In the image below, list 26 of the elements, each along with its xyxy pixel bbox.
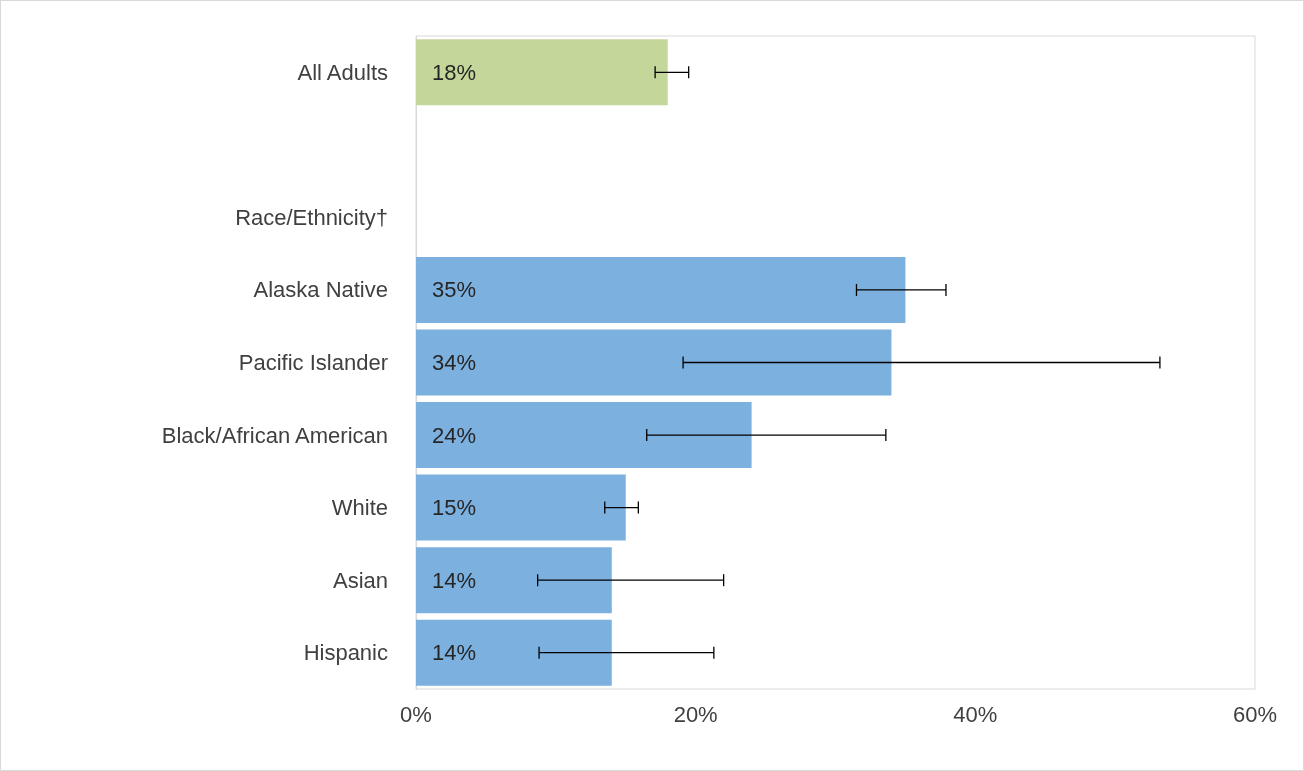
y-tick-label: Hispanic bbox=[303, 640, 388, 666]
bar bbox=[416, 39, 668, 106]
bar bbox=[416, 547, 612, 614]
y-tick-label: Asian bbox=[332, 567, 388, 593]
data-label: 15% bbox=[432, 495, 477, 521]
x-tick-label: 40% bbox=[953, 701, 998, 727]
x-tick-label: 20% bbox=[673, 701, 718, 727]
bar bbox=[416, 256, 906, 323]
data-label: 14% bbox=[432, 640, 477, 666]
bar bbox=[416, 619, 612, 686]
bar bbox=[416, 402, 752, 469]
bar bbox=[416, 474, 626, 541]
data-label: 18% bbox=[432, 59, 477, 85]
y-tick-label: All Adults bbox=[297, 59, 388, 85]
y-tick-label: White bbox=[331, 495, 388, 521]
x-tick-label: 0% bbox=[400, 701, 432, 727]
y-tick-label: Black/African American bbox=[161, 422, 388, 448]
x-tick-label: 60% bbox=[1232, 701, 1278, 727]
bar bbox=[416, 329, 892, 396]
data-label: 35% bbox=[432, 277, 477, 303]
y-tick-label: Race/Ethnicity† bbox=[235, 204, 388, 230]
data-label: 14% bbox=[432, 567, 477, 593]
data-label: 24% bbox=[432, 422, 477, 448]
data-label: 34% bbox=[432, 350, 477, 375]
y-tick-label: Alaska Native bbox=[253, 277, 388, 303]
y-tick-label: Pacific Islander bbox=[238, 350, 388, 375]
